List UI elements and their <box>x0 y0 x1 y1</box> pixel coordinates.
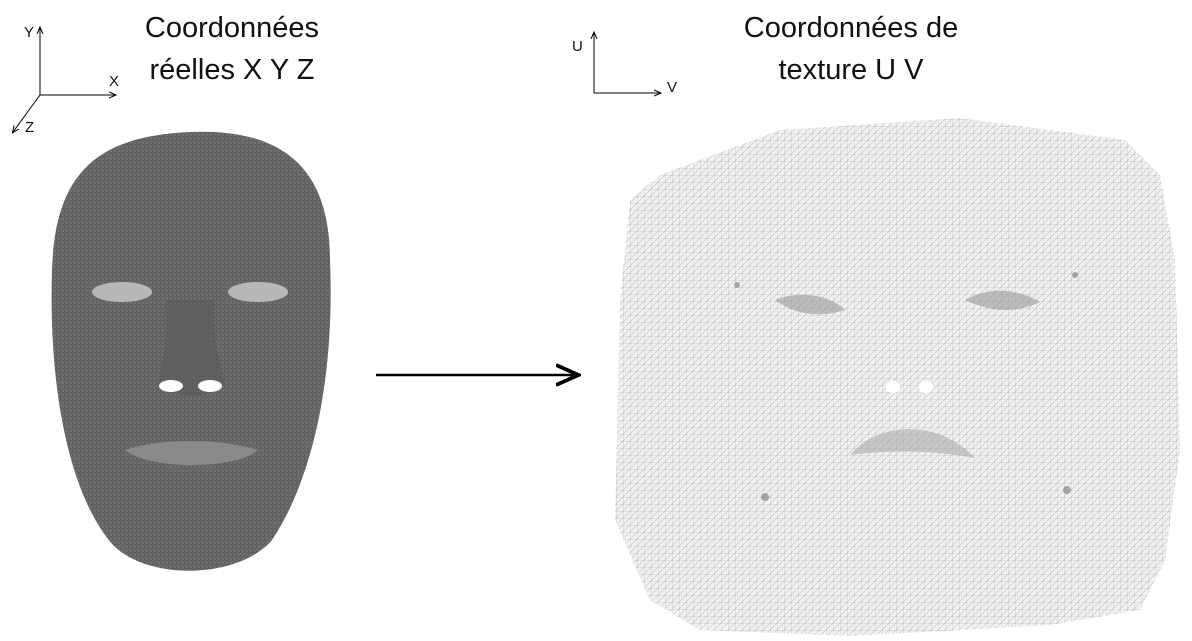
title: texture U V <box>778 54 924 86</box>
title: Coordonnées de <box>744 12 958 44</box>
axis-label: X <box>109 73 119 90</box>
axis-label: U <box>572 38 583 55</box>
uv-mesh <box>615 118 1180 636</box>
axis-label: V <box>667 79 677 96</box>
axis-label: Z <box>25 119 34 136</box>
diagram: Y X Z Coordonnées réelles X Y Z U V Coor… <box>0 0 1192 641</box>
uv-axes <box>594 33 660 93</box>
face-mesh-3d <box>52 132 331 571</box>
xyz-axes <box>13 28 115 132</box>
title: Coordonnées <box>145 12 319 44</box>
axis-label: Y <box>24 24 34 41</box>
title: réelles X Y Z <box>150 54 315 86</box>
